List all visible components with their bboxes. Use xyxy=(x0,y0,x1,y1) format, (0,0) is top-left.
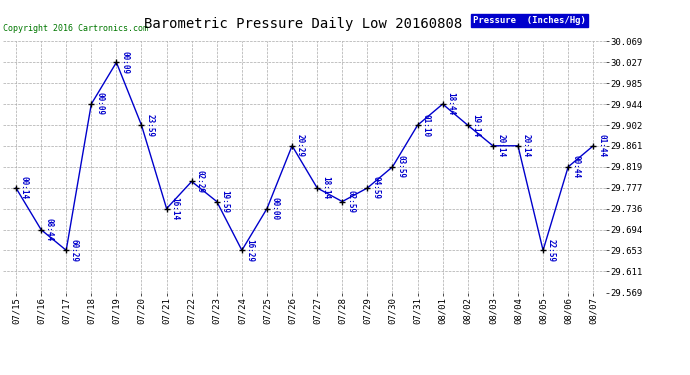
Text: 00:09: 00:09 xyxy=(95,93,104,116)
Text: 00:44: 00:44 xyxy=(572,155,581,178)
Text: 02:29: 02:29 xyxy=(195,170,204,193)
Text: 00:14: 00:14 xyxy=(20,176,29,200)
Text: Pressure  (Inches/Hg): Pressure (Inches/Hg) xyxy=(473,16,586,25)
Text: Barometric Pressure Daily Low 20160808: Barometric Pressure Daily Low 20160808 xyxy=(144,17,463,31)
Text: 00:00: 00:00 xyxy=(270,197,279,220)
Text: 19:59: 19:59 xyxy=(221,190,230,213)
Text: 23:59: 23:59 xyxy=(146,114,155,137)
Text: 22:59: 22:59 xyxy=(547,239,556,262)
Text: 01:44: 01:44 xyxy=(597,134,606,158)
Text: 16:14: 16:14 xyxy=(170,197,179,220)
Text: 18:14: 18:14 xyxy=(321,176,330,200)
Text: Copyright 2016 Cartronics.com: Copyright 2016 Cartronics.com xyxy=(3,24,148,33)
Text: 20:29: 20:29 xyxy=(296,134,305,158)
Text: 20:14: 20:14 xyxy=(497,134,506,158)
Text: 03:59: 03:59 xyxy=(396,155,405,178)
Text: 04:59: 04:59 xyxy=(371,176,380,200)
Text: 00:09: 00:09 xyxy=(120,51,129,74)
Text: 19:14: 19:14 xyxy=(471,114,480,137)
Text: 60:29: 60:29 xyxy=(70,239,79,262)
Text: 16:29: 16:29 xyxy=(246,239,255,262)
Text: 18:44: 18:44 xyxy=(446,93,455,116)
Text: 02:59: 02:59 xyxy=(346,190,355,213)
Text: 01:10: 01:10 xyxy=(422,114,431,137)
Text: 20:14: 20:14 xyxy=(522,134,531,158)
Text: 08:44: 08:44 xyxy=(45,218,54,241)
